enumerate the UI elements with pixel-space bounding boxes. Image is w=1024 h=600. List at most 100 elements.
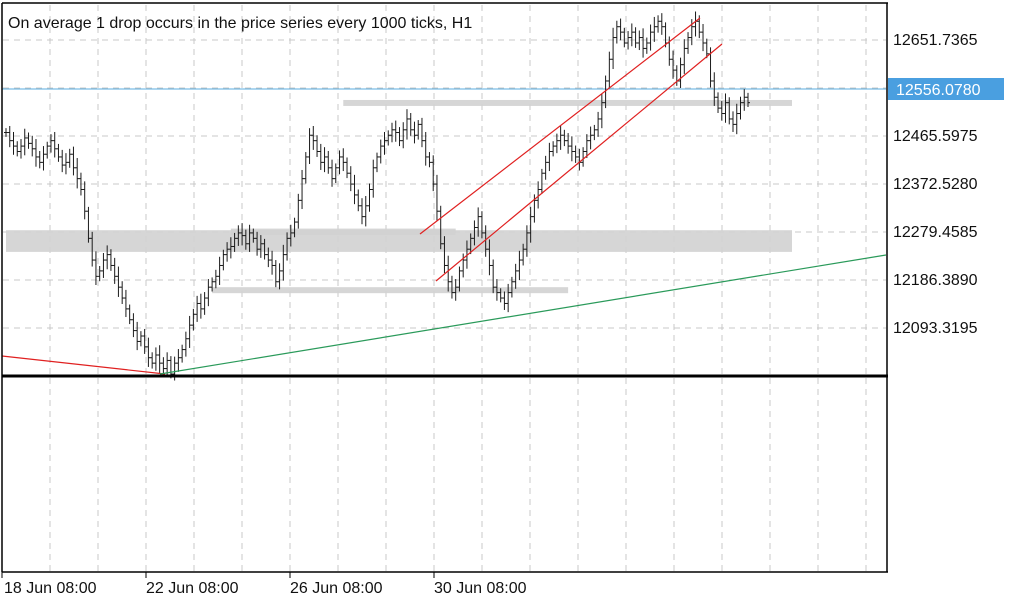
ohlc-bar (195, 295, 200, 322)
ohlc-bar (101, 252, 106, 278)
ohlc-bar (457, 266, 462, 292)
channel-lower-line (435, 43, 723, 282)
ohlc-bar (408, 112, 413, 136)
ohlc-bar (356, 189, 361, 212)
ohlc-bar (738, 96, 743, 120)
ohlc-bar (352, 174, 357, 205)
ohlc-bar (315, 135, 320, 157)
ohlc-bar (382, 131, 387, 155)
ohlc-bar (213, 269, 218, 289)
ohlc-bar (78, 172, 83, 196)
ohlc-bar (607, 51, 612, 89)
price-tag-label: 12556.0780 (896, 82, 981, 99)
chart-title: On average 1 drop occurs in the price se… (8, 15, 472, 32)
ohlc-bar (82, 181, 87, 220)
ohlc-bar (375, 152, 379, 173)
ohlc-bar (221, 249, 226, 271)
ohlc-bar (491, 259, 496, 294)
ohlc-bar (93, 251, 98, 286)
ohlc-bar (716, 92, 721, 113)
ohlc-bar (644, 37, 649, 54)
ohlc-bar (397, 127, 402, 147)
ohlc-bar (371, 159, 376, 198)
ohlc-bar (191, 308, 196, 331)
ohlc-bar (494, 279, 499, 301)
xtick-label: 26 Jun 08:00 (290, 580, 383, 597)
ohlc-bar (75, 158, 80, 189)
ohlc-bar (198, 293, 203, 319)
ohlc-bar (360, 198, 365, 225)
ohlc-bar (393, 120, 398, 142)
ohlc-bar (217, 256, 222, 286)
ohlc-bar (48, 134, 53, 153)
ohlc-bar (528, 206, 533, 243)
support-resistance-zones (6, 99, 792, 294)
ohlc-bar (629, 23, 634, 47)
ohlc-bar (288, 224, 293, 247)
ohlc-bar (146, 337, 151, 367)
ohlc-bar (483, 225, 488, 257)
ohlc-bar (622, 27, 627, 48)
ohlc-bar (401, 122, 406, 149)
ohlc-bar (404, 109, 409, 140)
ohlc-bar (258, 235, 263, 258)
ohlc-bar (326, 150, 331, 174)
ohlc-bar (60, 149, 65, 173)
ohlc-bar (472, 220, 477, 246)
ohlc-bar (225, 242, 230, 262)
ohlc-bar (116, 266, 121, 297)
ytick-label: 12372.5280 (893, 176, 978, 193)
ohlc-bar (416, 120, 421, 140)
ohlc-bar (300, 169, 305, 210)
ohlc-bar (704, 38, 709, 59)
ohlc-bar (588, 126, 593, 150)
time-axis: 18 Jun 08:00 22 Jun 08:00 26 Jun 08:00 3… (1, 572, 527, 597)
ohlc-bar (513, 263, 518, 289)
ohlc-bar (240, 223, 245, 246)
ohlc-bar (86, 206, 91, 243)
ohlc-bar (536, 181, 541, 209)
ohlc-bar (281, 244, 286, 281)
ohlc-bar (345, 157, 350, 179)
ohlc-bar (97, 266, 102, 282)
ohlc-bar (539, 168, 544, 194)
ohlc-bar (423, 131, 428, 166)
ohlc-bar (285, 232, 290, 261)
ohlc-bar (641, 28, 646, 58)
ohlc-bar (442, 236, 447, 274)
ohlc-bar (337, 150, 342, 175)
ohlc-bar (603, 75, 608, 109)
green-trend-line (159, 254, 887, 375)
ohlc-bar (584, 134, 589, 159)
ohlc-bar (723, 93, 728, 123)
ohlc-bar (431, 155, 436, 192)
ohlc-bar (476, 207, 481, 237)
ohlc-bar (41, 146, 46, 171)
ohlc-bar (292, 217, 297, 238)
ohlc-bar (558, 126, 563, 150)
ohlc-bar (509, 276, 514, 298)
ohlc-bar (386, 130, 391, 146)
ohlc-bar (150, 352, 155, 369)
price-pane: On average 1 drop occurs in the price se… (1, 5, 887, 381)
ytick-label: 12465.5975 (893, 128, 978, 145)
ohlc-bar (45, 141, 50, 159)
ytick-label: 12186.3890 (893, 272, 978, 289)
ohlc-bar (449, 275, 454, 299)
ohlc-bar (176, 349, 181, 372)
ohlc-bar (611, 27, 616, 70)
ohlc-bar (446, 255, 451, 292)
ohlc-bar (487, 239, 492, 276)
ohlc-bar (412, 121, 417, 144)
ohlc-bar (573, 145, 578, 163)
price-zone (6, 230, 792, 252)
ohlc-bar (11, 131, 16, 155)
ohlc-bar (161, 357, 166, 375)
ohlc-bar (71, 146, 76, 176)
ohlc-bar (599, 93, 604, 129)
ohlc-bar (618, 18, 623, 41)
ohlc-bar (120, 281, 125, 304)
ohlc-bar (63, 153, 68, 175)
ohlc-bar (581, 147, 586, 167)
ohlc-bar (187, 315, 192, 348)
